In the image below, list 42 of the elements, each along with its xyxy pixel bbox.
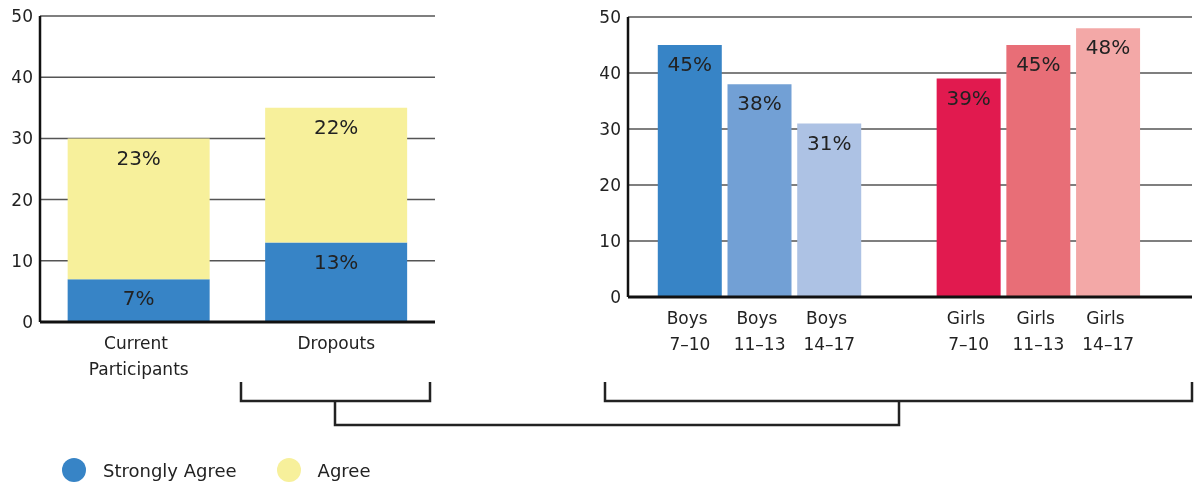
y-tick-label: 30: [11, 128, 33, 149]
bar: [657, 45, 722, 297]
y-tick-label: 40: [599, 63, 621, 84]
y-tick-label: 20: [11, 189, 33, 210]
bar: [936, 78, 1001, 297]
x-tick-label: Current Participants: [88, 333, 189, 379]
y-tick-label: 50: [599, 7, 621, 28]
x-tick-label: Boys 11–13: [733, 308, 786, 354]
x-tick-label: Girls 14–17: [1082, 308, 1135, 354]
y-tick-label: 10: [599, 231, 621, 252]
legend-label: Agree: [317, 459, 371, 481]
data-label: 45%: [667, 52, 713, 77]
legend-label: Strongly Agree: [103, 459, 237, 481]
bar: [797, 123, 862, 297]
data-label: 31%: [806, 130, 852, 155]
data-label: 48%: [1085, 35, 1131, 60]
bar: [67, 279, 210, 322]
bar: [1006, 45, 1071, 297]
data-label: 22%: [313, 115, 359, 139]
y-tick-label: 40: [11, 67, 33, 88]
data-label: 23%: [116, 145, 161, 170]
bar: [727, 84, 792, 297]
data-label: 38%: [737, 91, 782, 116]
bar: [67, 138, 210, 280]
y-tick-label: 50: [11, 6, 33, 27]
x-tick-label: Boys 14–17: [803, 308, 856, 354]
y-tick-label: 10: [11, 250, 33, 271]
x-tick-label: Girls 7–10: [946, 308, 991, 354]
x-tick-label: Dropouts: [297, 333, 376, 353]
bar: [1076, 28, 1141, 297]
x-tick-label: Girls 11–13: [1012, 308, 1065, 354]
data-label: 45%: [1016, 52, 1061, 77]
data-label: 7%: [122, 286, 155, 311]
bar: [265, 242, 408, 322]
data-label: 13%: [313, 249, 359, 274]
y-tick-label: 20: [599, 175, 621, 196]
bar: [265, 107, 408, 243]
y-tick-label: 0: [610, 287, 621, 308]
x-tick-label: Boys 7–10: [666, 308, 714, 354]
y-tick-label: 30: [599, 119, 621, 140]
y-tick-label: 0: [22, 312, 33, 333]
data-label: 39%: [946, 85, 991, 110]
